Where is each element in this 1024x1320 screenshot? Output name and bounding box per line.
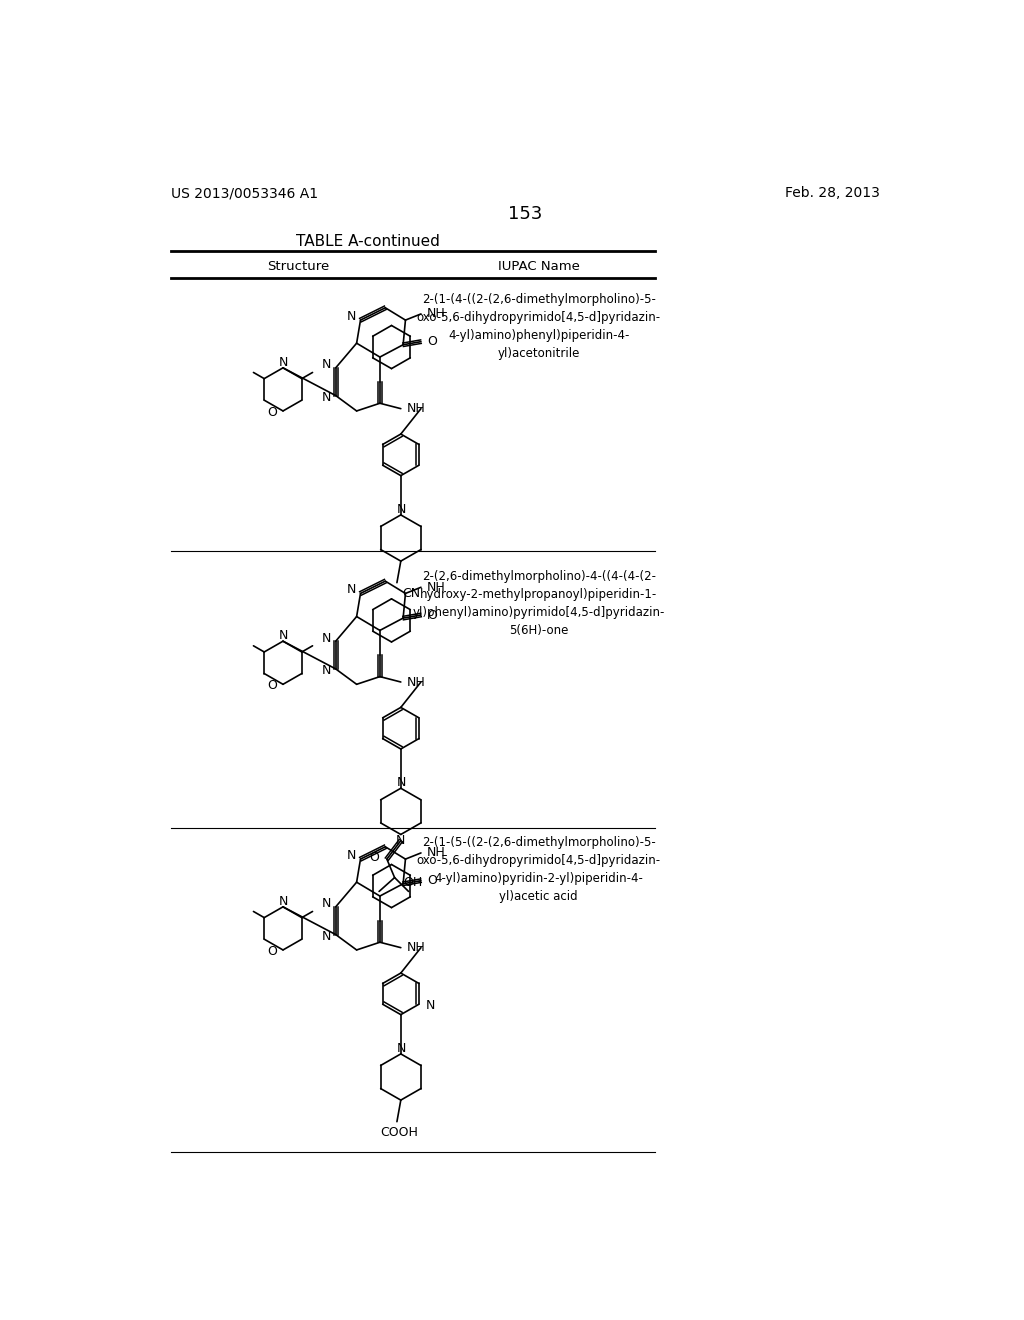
Text: N: N (322, 358, 331, 371)
Text: N: N (279, 895, 288, 908)
Text: O: O (427, 335, 437, 348)
Text: O: O (427, 874, 437, 887)
Text: N: N (397, 776, 407, 789)
Text: IUPAC Name: IUPAC Name (498, 260, 580, 273)
Text: N: N (322, 898, 331, 911)
Text: O: O (427, 609, 437, 622)
Text: O: O (267, 680, 276, 693)
Text: NH: NH (427, 308, 445, 321)
Text: N: N (346, 849, 356, 862)
Text: N: N (322, 391, 331, 404)
Text: US 2013/0053346 A1: US 2013/0053346 A1 (171, 186, 317, 201)
Text: N: N (396, 834, 406, 847)
Text: N: N (426, 999, 435, 1012)
Text: N: N (397, 1041, 407, 1055)
Text: NH: NH (407, 403, 426, 416)
Text: N: N (279, 356, 288, 370)
Text: N: N (346, 310, 356, 323)
Text: N: N (322, 631, 331, 644)
Text: 153: 153 (508, 205, 542, 223)
Text: O: O (267, 945, 276, 958)
Text: 2-(1-(5-((2-(2,6-dimethylmorpholino)-5-
oxo-5,6-dihydropyrimido[4,5-d]pyridazin-: 2-(1-(5-((2-(2,6-dimethylmorpholino)-5- … (417, 836, 660, 903)
Text: CN: CN (402, 587, 421, 601)
Text: Structure: Structure (267, 260, 330, 273)
Text: OH: OH (403, 875, 422, 888)
Text: N: N (279, 630, 288, 643)
Text: 2-(2,6-dimethylmorpholino)-4-((4-(4-(2-
hydroxy-2-methylpropanoyl)piperidin-1-
y: 2-(2,6-dimethylmorpholino)-4-((4-(4-(2- … (413, 570, 665, 638)
Text: O: O (267, 407, 276, 418)
Text: 2-(1-(4-((2-(2,6-dimethylmorpholino)-5-
oxo-5,6-dihydropyrimido[4,5-d]pyridazin-: 2-(1-(4-((2-(2,6-dimethylmorpholino)-5- … (417, 293, 660, 360)
Text: COOH: COOH (380, 1126, 418, 1139)
Text: Feb. 28, 2013: Feb. 28, 2013 (784, 186, 880, 201)
Text: N: N (322, 929, 331, 942)
Text: N: N (397, 503, 407, 516)
Text: NH: NH (407, 941, 426, 954)
Text: NH: NH (427, 846, 445, 859)
Text: O: O (370, 851, 379, 865)
Text: N: N (346, 583, 356, 597)
Text: NH: NH (407, 676, 426, 689)
Text: NH: NH (427, 581, 445, 594)
Text: TABLE A-continued: TABLE A-continued (296, 234, 440, 249)
Text: N: N (322, 664, 331, 677)
